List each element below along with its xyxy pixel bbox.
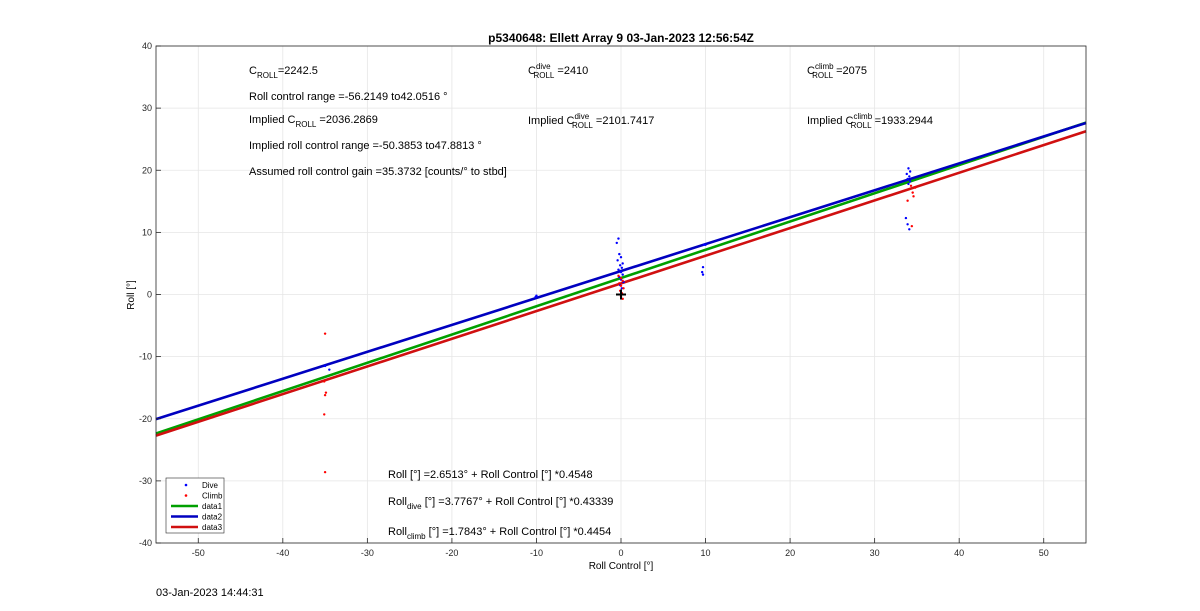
point-dive (904, 216, 908, 220)
point-climb (622, 287, 625, 290)
point-dive (618, 264, 622, 267)
y-tick-label: 40 (142, 41, 152, 51)
legend-label: data3 (202, 523, 223, 532)
c-roll-label: CROLL=2242.5 (249, 65, 318, 80)
point-dive (905, 172, 908, 176)
point-dive (621, 273, 624, 276)
point-climb (323, 393, 327, 397)
chart-title: p5340648: Ellett Array 9 03-Jan-2023 12:… (488, 31, 754, 45)
y-tick-label: 0 (147, 290, 152, 300)
x-tick-label: -40 (276, 548, 289, 558)
point-climb (619, 277, 623, 280)
roll-control-range: Roll control range =-56.2149 to42.0516 ° (249, 91, 448, 103)
point-climb (914, 186, 917, 189)
point-dive (906, 177, 909, 181)
point-dive (907, 182, 910, 186)
point-dive (702, 243, 706, 246)
implied-roll-range: Implied roll control range =-50.3853 to4… (249, 140, 482, 152)
point-dive (618, 252, 621, 256)
point-dive (323, 364, 327, 368)
y-tick-label: -20 (139, 414, 152, 424)
point-dive (328, 368, 331, 371)
point-dive (908, 228, 911, 231)
x-tick-label: -20 (445, 548, 458, 558)
point-dive (700, 270, 704, 274)
x-tick-label: 10 (701, 548, 711, 558)
y-tick-label: 20 (142, 165, 152, 175)
x-tick-label: 50 (1039, 548, 1049, 558)
x-axis-label: Roll Control [°] (589, 561, 654, 572)
legend-label: data1 (202, 502, 223, 511)
point-climb (621, 279, 624, 283)
legend-label: Climb (202, 492, 223, 501)
point-dive (621, 262, 624, 265)
legend-label: data2 (202, 513, 223, 522)
point-climb (617, 274, 620, 278)
c-roll-climb: Cclimb ROLL =2075 (807, 62, 867, 80)
x-tick-label: 30 (870, 548, 880, 558)
x-tick-label: 40 (954, 548, 964, 558)
point-dive (615, 241, 618, 245)
x-tick-label: -30 (361, 548, 374, 558)
point-dive (908, 175, 911, 178)
print-timestamp: 03-Jan-2023 14:44:31 (156, 587, 264, 599)
point-climb (909, 184, 913, 187)
point-climb (621, 297, 624, 301)
legend-swatch (184, 494, 188, 497)
point-dive (908, 170, 912, 173)
y-tick-label: -10 (139, 352, 152, 362)
y-tick-label: -30 (139, 476, 152, 486)
fit-equation-dive: Rolldive [°] =3.7767° + Roll Control [°]… (388, 496, 613, 511)
y-axis-label: Roll [°] (126, 280, 137, 310)
implied-c-roll-climb: Implied Cclimb ROLL =1933.2944 (807, 112, 933, 130)
x-tick-label: -10 (530, 548, 543, 558)
y-tick-label: 30 (142, 103, 152, 113)
x-tick-label: 20 (785, 548, 795, 558)
point-dive (620, 287, 624, 290)
point-climb (619, 284, 623, 288)
point-climb (323, 470, 327, 474)
point-climb (912, 195, 915, 198)
x-tick-label: 0 (618, 548, 623, 558)
y-tick-label: -40 (139, 538, 152, 548)
y-tick-label: 10 (142, 227, 152, 237)
assumed-gain: Assumed roll control gain =35.3732 [coun… (249, 166, 507, 178)
point-dive (908, 180, 912, 183)
point-dive (619, 270, 623, 274)
point-dive (619, 256, 623, 259)
implied-c-roll: Implied CROLL =2036.2869 (249, 114, 378, 129)
point-dive (701, 265, 705, 269)
c-roll-dive: Cdive ROLL =2410 (528, 62, 588, 80)
legend-swatch (184, 483, 188, 487)
point-dive (620, 266, 624, 269)
point-dive (534, 295, 537, 299)
point-dive (907, 167, 910, 170)
point-climb (324, 391, 328, 394)
point-climb (323, 332, 327, 335)
point-climb (323, 413, 326, 416)
point-dive (616, 259, 619, 262)
x-tick-label: -50 (192, 548, 205, 558)
point-dive (617, 268, 620, 271)
point-dive (906, 223, 909, 226)
implied-c-roll-dive: Implied Cdive ROLL =2101.7417 (528, 112, 654, 130)
annotations: CROLL=2242.5 Roll control range =-56.2149… (249, 62, 933, 541)
fit-line-data3 (155, 129, 1087, 437)
legend-label: Dive (202, 481, 219, 490)
data-points (323, 167, 917, 474)
point-dive (701, 273, 705, 276)
axes-ticks: -50 -40 -30 -20 -10 0 10 20 30 40 50 -40 -30 -20 -10 0 1… (139, 41, 1049, 558)
point-climb (618, 282, 621, 285)
fit-equation-climb: Rollclimb [°] =1.7843° + Roll Control [°… (388, 526, 611, 541)
point-dive (704, 243, 707, 246)
fit-equation-all: Roll [°] =2.6513° + Roll Control [°] *0.… (388, 469, 593, 481)
point-climb (906, 199, 909, 202)
origin-marker (616, 289, 626, 300)
point-climb (910, 224, 914, 228)
point-climb (323, 380, 326, 383)
point-climb (911, 191, 914, 194)
point-dive (617, 237, 620, 240)
